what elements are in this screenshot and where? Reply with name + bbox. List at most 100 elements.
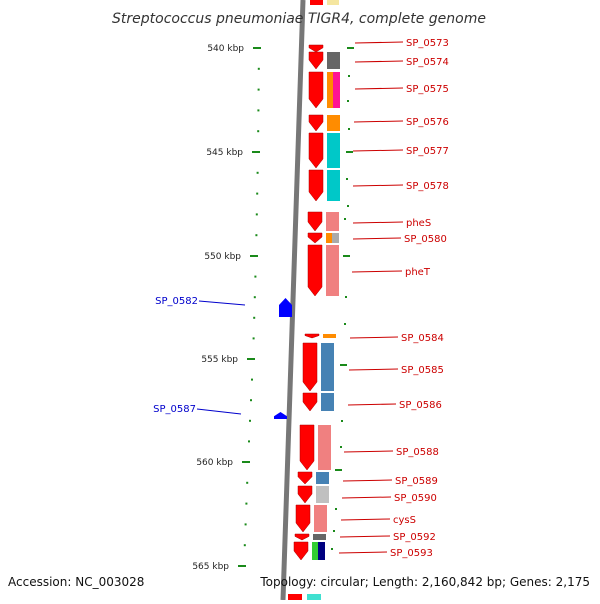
label-leader-line [353, 120, 404, 123]
label-leader-line [352, 237, 402, 240]
forward-gene-arrow [288, 594, 302, 600]
forward-gene-arrow [299, 424, 315, 471]
reverse-gene-arrow [279, 298, 292, 317]
cog-color-bar [326, 233, 332, 243]
forward-gene-label: SP_0577 [406, 146, 449, 157]
minor-tick [345, 296, 347, 298]
minor-tick [253, 316, 256, 319]
minor-tick [340, 446, 342, 448]
forward-gene-arrow [307, 211, 323, 232]
scale-tick-label: 560 kbp [196, 458, 233, 468]
label-leader-line [351, 270, 403, 273]
cog-color-bar [312, 542, 318, 560]
forward-gene-label: pheS [406, 218, 431, 229]
label-leader-line [347, 403, 397, 406]
reverse-genes [274, 298, 292, 419]
forward-gene-label: SP_0586 [399, 400, 442, 411]
label-leader-line [354, 60, 404, 63]
forward-gene-label: SP_0589 [395, 476, 438, 487]
forward-genes [288, 0, 324, 600]
minor-tick [251, 378, 253, 381]
forward-gene-arrow [297, 471, 313, 485]
cog-color-bar [323, 334, 336, 338]
minor-tick [250, 399, 252, 402]
forward-gene-label: SP_0575 [406, 84, 449, 95]
forward-gene-label: SP_0590 [394, 493, 437, 504]
minor-tick [256, 171, 259, 174]
minor-tick [347, 205, 349, 207]
forward-gene-label: SP_0578 [406, 181, 449, 192]
minor-tick [253, 296, 256, 299]
cog-color-bars [307, 0, 340, 600]
label-leader-line [349, 336, 399, 339]
forward-gene-arrow [302, 342, 318, 392]
cog-color-bar [318, 425, 331, 470]
genome-title: Streptococcus pneumoniae TIGR4, complete… [112, 11, 486, 27]
label-leader-line [196, 408, 242, 415]
forward-gene-arrow [307, 244, 323, 297]
minor-tick [255, 213, 258, 216]
minor-tick [257, 67, 260, 70]
label-leader-line [354, 41, 404, 44]
minor-tick [257, 130, 260, 133]
minor-tick [344, 323, 346, 325]
minor-tick [249, 419, 251, 422]
genome-stats-label: Topology: circular; Length: 2,160,842 bp… [259, 575, 590, 589]
minor-tick [348, 128, 350, 130]
cog-color-bar [313, 534, 326, 540]
minor-tick [347, 100, 349, 102]
reverse-gene-arrow [274, 412, 287, 419]
genome-backbone [280, 0, 306, 601]
forward-gene-arrow [310, 0, 323, 5]
minor-tick [252, 337, 255, 340]
forward-gene-arrow [297, 485, 313, 504]
minor-tick [257, 109, 260, 112]
forward-gene-label: SP_0585 [401, 365, 444, 376]
minor-tick [344, 218, 346, 220]
label-leader-line [352, 184, 404, 187]
cog-color-bar [327, 170, 340, 201]
cog-color-bar [314, 505, 327, 532]
minor-tick [333, 530, 335, 532]
label-leader-line [354, 87, 404, 90]
reverse-gene-label: SP_0587 [153, 404, 196, 415]
cog-color-bar [332, 233, 339, 243]
forward-gene-arrow [308, 71, 324, 109]
forward-gene-label: SP_0592 [393, 532, 436, 543]
label-leader-line [348, 368, 399, 371]
accession-label: Accession: NC_003028 [8, 575, 144, 589]
minor-tick [348, 75, 350, 77]
cog-color-bar [316, 486, 329, 503]
cog-color-bar [321, 393, 334, 411]
cog-color-bar [321, 343, 334, 391]
cog-color-bar [327, 72, 333, 108]
cog-color-bar [316, 472, 329, 484]
label-leader-line [352, 149, 404, 152]
gene-labels: SP_0573 SP_0574 SP_0575 SP_0576 SP_0577 SP_05… [153, 38, 449, 559]
forward-gene-arrow [308, 44, 324, 53]
minor-tick [246, 481, 249, 484]
cog-color-bar [326, 245, 339, 296]
cog-color-bar [327, 0, 339, 5]
minor-tick [248, 440, 250, 443]
minor-tick [341, 420, 343, 422]
minor-tick [245, 502, 248, 505]
forward-gene-label: SP_0576 [406, 117, 449, 128]
minor-tick [244, 523, 247, 526]
forward-gene-arrow [307, 232, 323, 244]
forward-gene-arrow [293, 541, 309, 561]
scale-ticks: 540 kbp 545 kbp 550 kbp 555 kbp 560 kbp 565 k… [192, 44, 354, 572]
cog-color-bar [327, 45, 340, 52]
minor-tick [257, 88, 260, 91]
minor-tick [255, 234, 258, 237]
forward-gene-arrow [308, 132, 324, 169]
scale-tick-label: 565 kbp [192, 562, 229, 572]
minor-tick [346, 178, 348, 180]
label-leader-line [198, 300, 246, 306]
minor-tick [256, 192, 259, 195]
forward-gene-label: SP_0584 [401, 333, 444, 344]
forward-gene-arrow [308, 169, 324, 202]
reverse-gene-label: SP_0582 [155, 296, 198, 307]
scale-tick-label: 540 kbp [207, 44, 244, 54]
